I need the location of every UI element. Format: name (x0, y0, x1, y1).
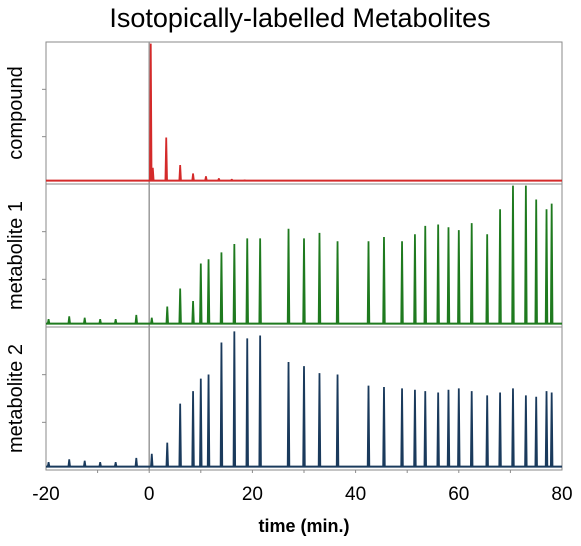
peak-mark (446, 389, 451, 468)
peak-mark (446, 227, 451, 325)
peak-mark (366, 241, 371, 325)
peak-mark (544, 209, 549, 325)
x-tick-label: 80 (551, 484, 572, 505)
x-tick-label: 20 (242, 484, 263, 505)
peak-mark (245, 238, 249, 325)
chart-title: Isotopically-labelled Metabolites (109, 3, 490, 33)
peak-mark (498, 392, 502, 468)
peak-mark (46, 319, 51, 325)
peak-mark (46, 462, 51, 468)
peak-mark (150, 317, 154, 325)
peak-mark (549, 203, 554, 325)
peak-mark (98, 462, 102, 468)
peak-mark (178, 165, 182, 182)
peak-mark (164, 137, 168, 182)
peak-mark (286, 361, 291, 468)
peak-mark (206, 374, 211, 468)
peak-mark (400, 241, 404, 325)
peak-mark (178, 403, 182, 468)
peak-mark (113, 319, 118, 325)
peak-mark (232, 243, 237, 325)
peak-mark (436, 392, 440, 468)
peak-mark (544, 391, 549, 468)
peak-mark (524, 185, 528, 325)
peak-mark (113, 462, 118, 468)
peak-mark (242, 179, 248, 182)
peak-mark (423, 391, 427, 468)
peak-mark (134, 457, 139, 468)
peak-mark (400, 388, 404, 468)
peak-mark (469, 223, 474, 325)
peak-mark (485, 234, 489, 325)
peak-mark (149, 43, 153, 182)
peak-mark (382, 237, 386, 325)
peak-mark (206, 259, 211, 325)
peak-mark (219, 342, 224, 468)
peak-mark (165, 442, 169, 468)
peak-mark (534, 396, 538, 468)
x-axis-tick-labels: -20 0 20 40 60 80 (32, 484, 572, 505)
peak-mark (335, 374, 340, 468)
peak-mark (534, 199, 538, 325)
peak-mark (457, 388, 461, 468)
peak-mark (219, 252, 224, 325)
peak-mark (165, 306, 169, 325)
y-axis-label: metabolite 1 (5, 201, 27, 310)
peak-mark (485, 395, 489, 468)
y-axis-label: compound (5, 66, 27, 159)
peak-mark (82, 460, 87, 468)
peak-mark (82, 317, 87, 325)
x-tick-label: 0 (144, 484, 155, 505)
peak-mark (382, 386, 386, 468)
peak-mark (216, 178, 221, 182)
peak-mark (178, 288, 182, 325)
peak-mark (191, 173, 195, 182)
peak-mark (457, 230, 461, 325)
peak-mark (413, 234, 417, 325)
peak-mark (335, 241, 340, 325)
peak-mark (258, 335, 262, 468)
peak-mark (191, 391, 195, 468)
peak-mark (423, 225, 427, 325)
peak-mark (286, 228, 291, 325)
peak-mark (302, 366, 306, 468)
peak-mark (469, 391, 474, 468)
panel-3: metabolite 2 (5, 326, 563, 473)
y-axis-label: metabolite 2 (5, 344, 27, 453)
peak-mark (413, 389, 417, 468)
peak-mark (317, 373, 322, 468)
peak-mark (366, 385, 371, 468)
peak-mark (232, 331, 237, 468)
peak-mark (245, 338, 249, 468)
peak-mark (134, 314, 139, 325)
peak-mark (549, 392, 554, 468)
peak-mark (317, 232, 322, 325)
panel-frame (45, 41, 563, 185)
peak-mark (436, 224, 440, 325)
peak-mark (229, 178, 234, 182)
peak-mark (67, 459, 71, 468)
x-tick-label: 40 (345, 484, 366, 505)
peak-mark (191, 300, 195, 325)
x-axis-label: time (min.) (258, 516, 349, 536)
panel-2: metabolite 1 (5, 183, 563, 330)
peak-mark (199, 378, 203, 468)
peak-mark (151, 167, 155, 182)
peak-mark (498, 209, 502, 325)
peak-mark (524, 395, 528, 468)
peak-mark (150, 453, 154, 468)
peak-mark (199, 263, 203, 325)
peak-mark (511, 185, 515, 325)
x-tick-label: 60 (448, 484, 469, 505)
peak-mark (98, 319, 102, 325)
panel-1: compound (5, 41, 563, 187)
peak-mark (302, 238, 306, 325)
peak-mark (204, 176, 208, 182)
x-tick-label: -20 (32, 484, 59, 505)
chart-panels: compound metabolite 1 metabolite 2 (5, 41, 563, 473)
peak-mark (67, 316, 71, 325)
peak-mark (511, 388, 515, 468)
peak-mark (258, 238, 262, 325)
